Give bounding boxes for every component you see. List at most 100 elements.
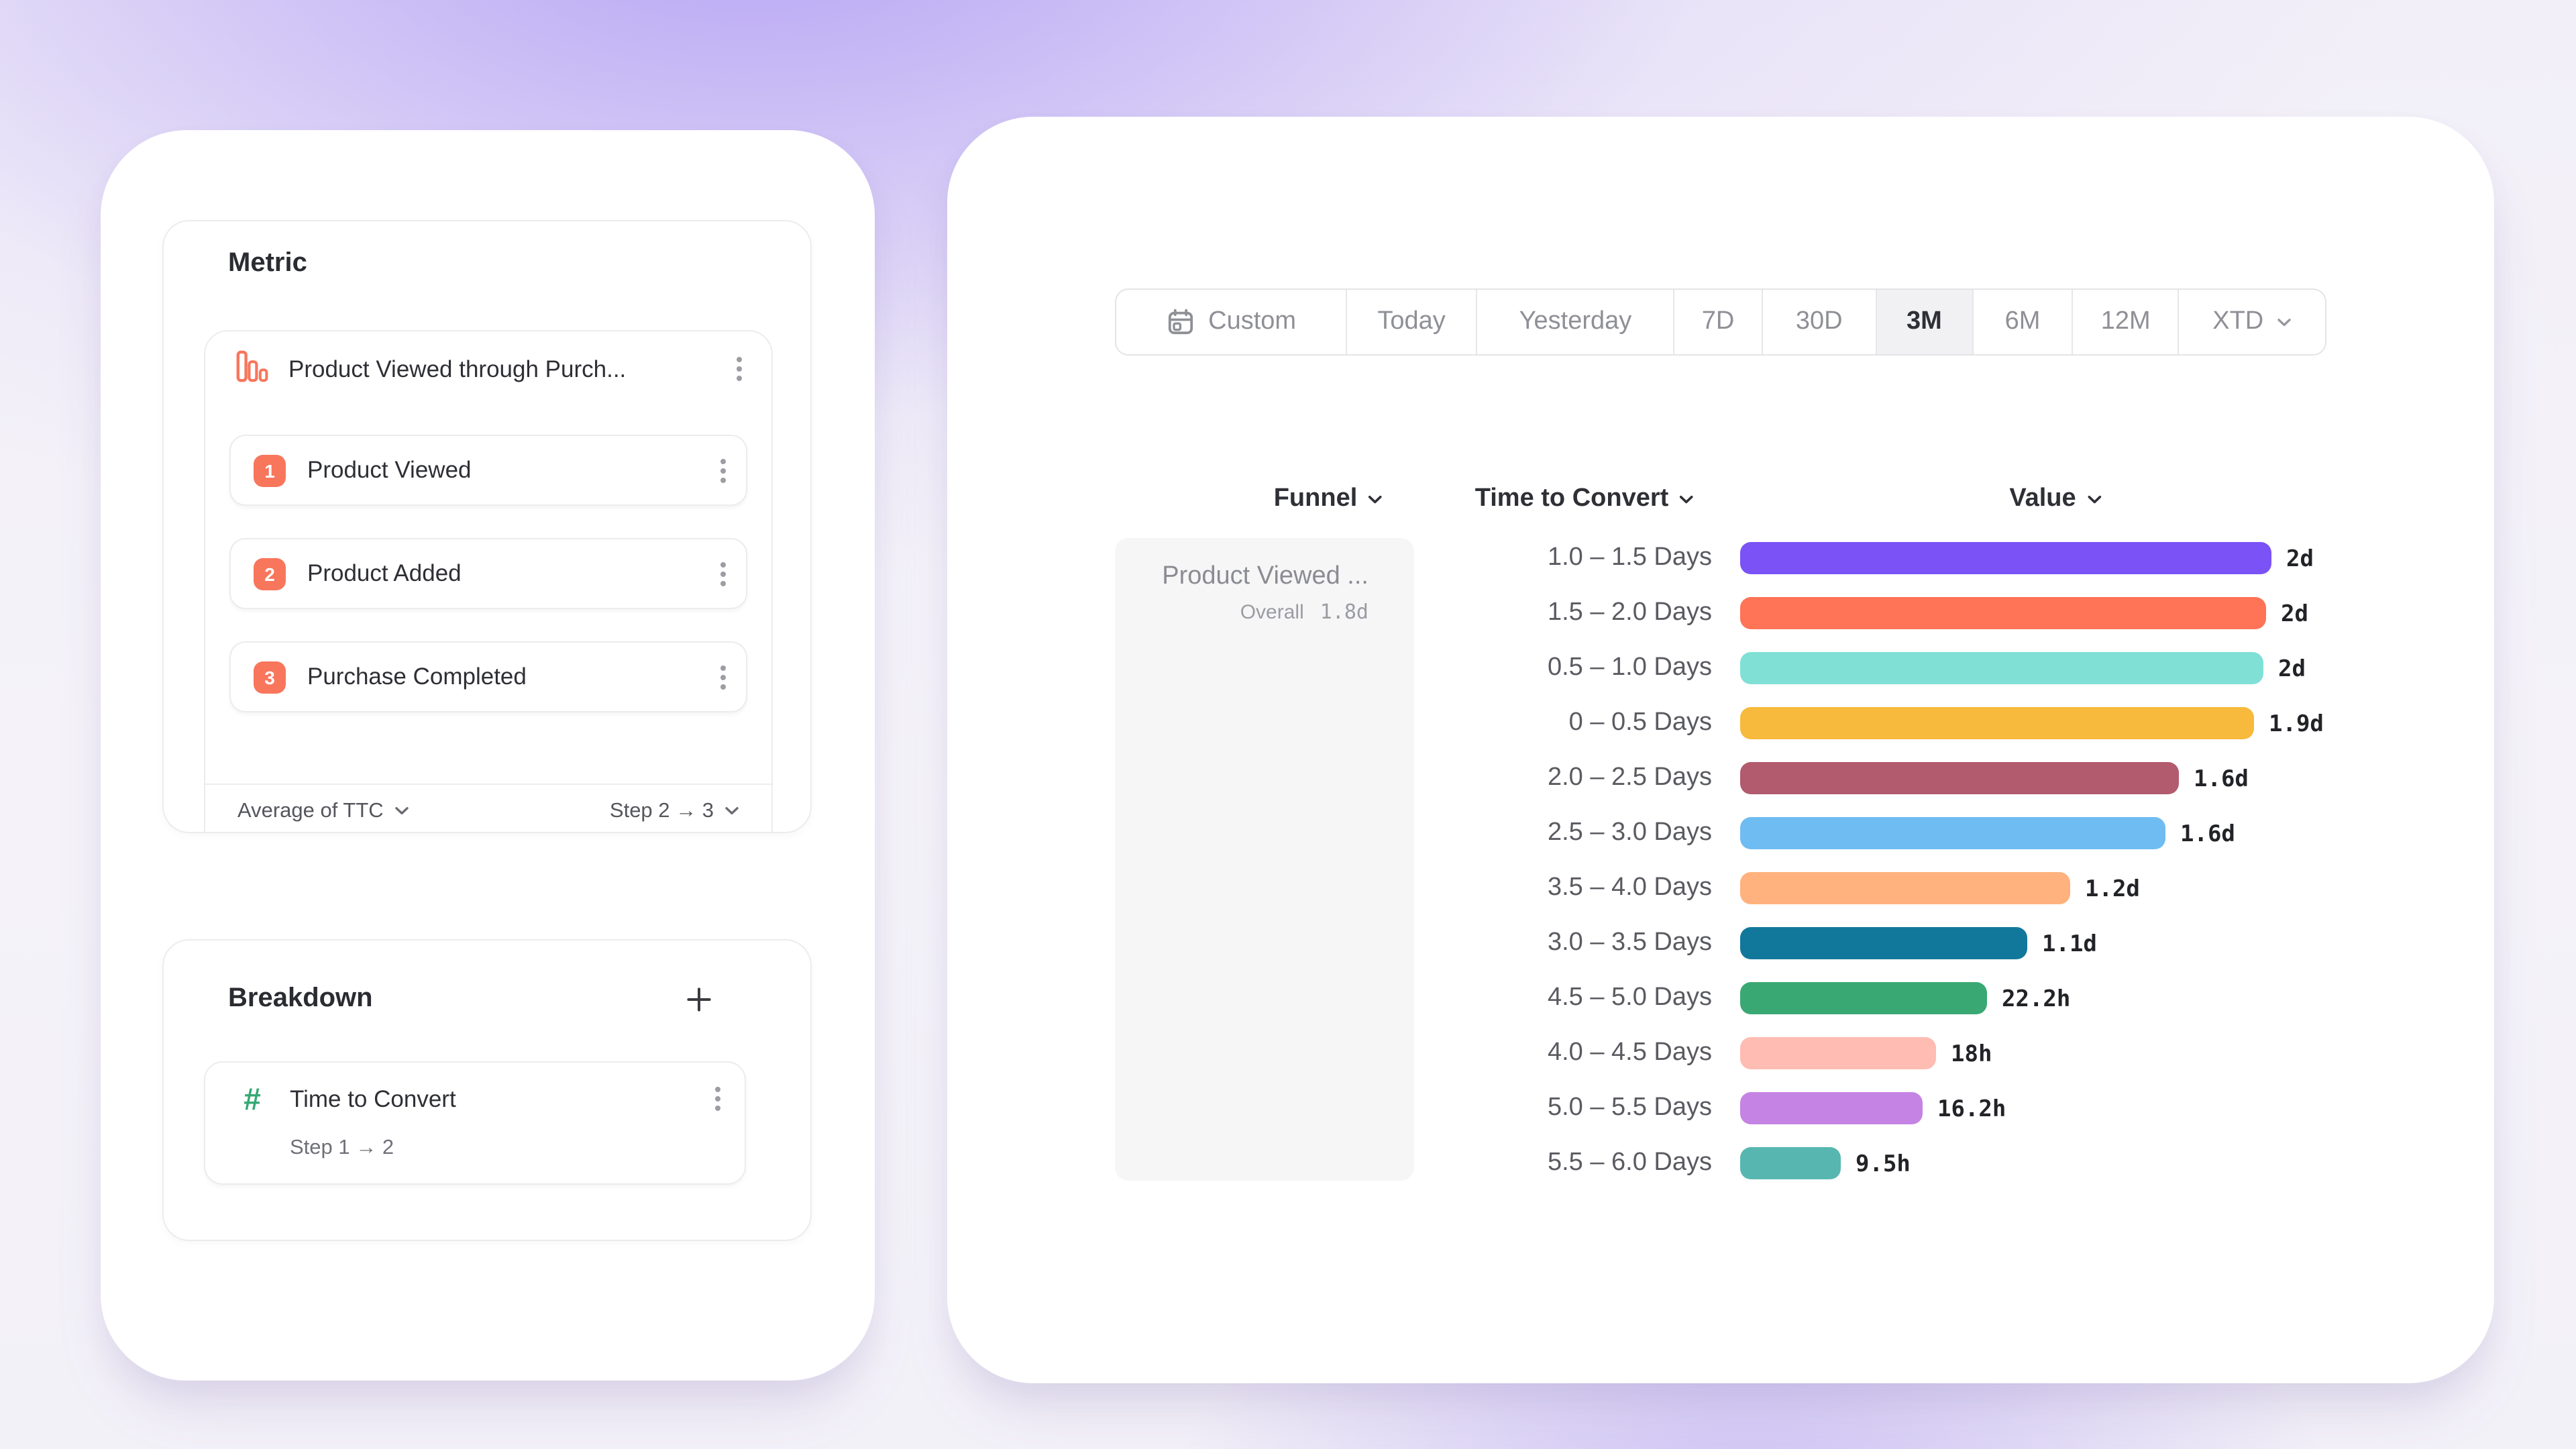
bar-segment-4-0-4-5-days[interactable] <box>1740 1037 1936 1069</box>
breakdown-step-range: Step 1 → 2 <box>290 1136 394 1159</box>
step-label: Product Added <box>307 559 462 586</box>
breakdown-panel: Breakdown # Time to Convert Step 1 → 2 <box>162 939 812 1241</box>
date-tab-label: 7D <box>1701 307 1735 335</box>
metric-kebab-menu[interactable] <box>729 352 750 386</box>
funnel-step-product-viewed[interactable]: 1 Product Viewed <box>229 435 747 506</box>
funnel-chart-icon <box>235 348 270 390</box>
bar-value: 1.6d <box>2180 821 2235 848</box>
aggregation-label: Average of TTC <box>237 799 384 822</box>
date-tab-label: 6M <box>2004 307 2041 335</box>
bar-segment-2-5-3-0-days[interactable] <box>1740 817 2165 849</box>
bar-value: 16.2h <box>1937 1096 2006 1123</box>
chevron-down-icon <box>394 807 409 815</box>
bar-segment-1-0-1-5-days[interactable] <box>1740 542 2271 574</box>
chevron-down-icon <box>2087 495 2101 503</box>
date-tab-xtd[interactable]: XTD <box>2180 290 2326 354</box>
metric-item-header: Product Viewed through Purch... <box>205 331 771 407</box>
date-tab-label: Custom <box>1208 307 1297 335</box>
bar-row-label: 0 – 0.5 Days <box>1568 708 1712 737</box>
bar-row-label: 5.5 – 6.0 Days <box>1547 1148 1712 1177</box>
add-breakdown-button[interactable] <box>684 985 714 1014</box>
bar-segment-0-0-5-days[interactable] <box>1740 707 2254 739</box>
bar-value: 1.1d <box>2042 931 2097 958</box>
funnel-step-purchase-completed[interactable]: 3 Purchase Completed <box>229 641 747 712</box>
column-header-time-to-convert[interactable]: Time to Convert <box>1475 484 1695 514</box>
funnel-cell-name: Product Viewed ... <box>1162 562 1368 590</box>
step-kebab-menu[interactable] <box>712 453 734 488</box>
bar-value: 1.2d <box>2085 876 2140 903</box>
date-tab-7d[interactable]: 7D <box>1674 290 1763 354</box>
column-header-funnel[interactable]: Funnel <box>1274 484 1383 514</box>
metric-item-card[interactable]: Product Viewed through Purch... 1 Product… <box>204 330 773 832</box>
step-range-dropdown[interactable]: Step 2 → 3 <box>610 799 739 823</box>
bar-value: 9.5h <box>1856 1151 1911 1178</box>
bar-segment-1-5-2-0-days[interactable] <box>1740 597 2266 629</box>
date-tab-label: Yesterday <box>1519 307 1632 335</box>
date-tab-yesterday[interactable]: Yesterday <box>1478 290 1675 354</box>
bar-segment-2-0-2-5-days[interactable] <box>1740 762 2179 794</box>
column-header-value[interactable]: Value <box>2009 484 2101 514</box>
date-tab-3m[interactable]: 3M <box>1876 290 1974 354</box>
bar-row-label: 2.0 – 2.5 Days <box>1547 763 1712 792</box>
bar-value: 18h <box>1951 1041 1992 1068</box>
date-tab-custom[interactable]: Custom <box>1116 290 1347 354</box>
date-tab-label: 3M <box>1906 307 1942 335</box>
step-number-badge: 1 <box>254 454 286 486</box>
breakdown-item-card[interactable]: # Time to Convert Step 1 → 2 <box>204 1061 746 1185</box>
date-tab-today[interactable]: Today <box>1346 290 1478 354</box>
funnel-step-product-added[interactable]: 2 Product Added <box>229 538 747 609</box>
bar-segment-3-0-3-5-days[interactable] <box>1740 927 2027 959</box>
date-tab-6m[interactable]: 6M <box>1973 290 2074 354</box>
metric-panel-title: Metric <box>228 248 307 278</box>
bar-row-label: 1.0 – 1.5 Days <box>1547 543 1712 572</box>
step-range-label: Step 2 → 3 <box>609 799 714 822</box>
breakdown-kebab-menu[interactable] <box>707 1081 729 1116</box>
date-tab-label: 12M <box>2100 307 2151 335</box>
calendar-icon <box>1168 309 1193 335</box>
bar-row-label: 4.0 – 4.5 Days <box>1547 1038 1712 1067</box>
step-label: Product Viewed <box>307 456 472 483</box>
query-builder-card: Metric Product Viewed through Purch... 1… <box>101 130 875 1381</box>
step-kebab-menu[interactable] <box>712 659 734 694</box>
date-tab-30d[interactable]: 30D <box>1763 290 1877 354</box>
date-range-picker: Custom Today Yesterday 7D 30D 3M 6M 12M XTD <box>1115 288 2326 356</box>
date-tab-label: Today <box>1377 307 1446 335</box>
aggregation-dropdown[interactable]: Average of TTC <box>237 799 409 823</box>
bar-row-label: 1.5 – 2.0 Days <box>1547 598 1712 627</box>
date-tab-label: XTD <box>2212 307 2264 335</box>
date-tab-label: 30D <box>1795 307 1843 335</box>
chevron-down-icon <box>2277 318 2291 326</box>
bar-row-label: 4.5 – 5.0 Days <box>1547 983 1712 1012</box>
funnel-steps-list: 1 Product Viewed 2 Product Added 3 Purchase C… <box>205 435 771 712</box>
date-tab-12m[interactable]: 12M <box>2074 290 2180 354</box>
bar-segment-5-5-6-0-days[interactable] <box>1740 1147 1841 1179</box>
bar-value: 22.2h <box>2002 986 2071 1013</box>
column-header-funnel-label: Funnel <box>1273 484 1358 513</box>
bar-value: 2d <box>2286 546 2314 573</box>
hash-icon: # <box>244 1081 261 1116</box>
bar-segment-4-5-5-0-days[interactable] <box>1740 982 1987 1014</box>
chevron-down-icon <box>725 807 739 815</box>
bar-value: 2d <box>2281 601 2308 628</box>
chevron-down-icon <box>1680 495 1694 503</box>
overall-label: Overall <box>1240 601 1304 624</box>
bar-segment-0-5-1-0-days[interactable] <box>1740 652 2263 684</box>
funnel-cell-overall: Overall 1.8d <box>1240 600 1368 624</box>
bar-row-label: 5.0 – 5.5 Days <box>1547 1093 1712 1122</box>
bar-value: 1.9d <box>2269 711 2324 738</box>
metric-panel: Metric Product Viewed through Purch... 1… <box>162 220 812 833</box>
metric-footer: Average of TTC Step 2 → 3 <box>205 784 771 832</box>
report-card: Custom Today Yesterday 7D 30D 3M 6M 12M XTD Funn… <box>947 117 2494 1383</box>
step-number-badge: 3 <box>254 661 286 693</box>
breakdown-panel-title: Breakdown <box>228 983 373 1013</box>
funnel-cell[interactable]: Product Viewed ... Overall 1.8d <box>1115 538 1414 1181</box>
bar-segment-3-5-4-0-days[interactable] <box>1740 872 2070 904</box>
bar-segment-5-0-5-5-days[interactable] <box>1740 1092 1923 1124</box>
bar-row-label: 3.5 – 4.0 Days <box>1547 873 1712 902</box>
step-number-badge: 2 <box>254 557 286 590</box>
bar-value: 2d <box>2278 656 2306 683</box>
step-kebab-menu[interactable] <box>712 556 734 591</box>
step-label: Purchase Completed <box>307 663 527 690</box>
column-header-value-label: Value <box>2009 484 2076 513</box>
